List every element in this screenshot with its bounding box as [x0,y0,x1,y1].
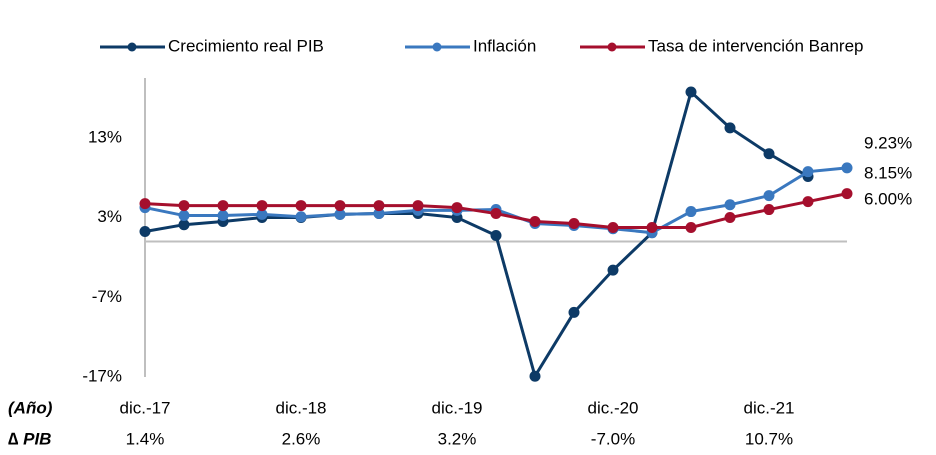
data-point [724,122,736,134]
data-point [451,202,463,214]
x-tick-label: dic.-17 [119,398,170,417]
legend-label: Tasa de intervención Banrep [648,36,863,55]
row-title: (Año) [8,398,53,417]
data-point [529,370,541,382]
series-line [144,166,848,235]
series-line [144,89,809,380]
legend-label: Crecimiento real PIB [168,36,324,55]
pib-label: -7.0% [591,429,635,448]
data-point [178,210,190,222]
y-tick-label: -7% [92,287,122,306]
data-point [139,198,151,210]
data-point [490,229,502,241]
pib-label: 3.2% [438,429,477,448]
data-point [373,208,385,220]
data-point [412,200,424,212]
data-point [295,211,307,223]
data-point [607,222,619,233]
y-tick-label: 13% [88,127,122,146]
data-point [685,206,697,218]
end-label: 9.23% [864,133,912,152]
data-point [334,200,346,212]
pib-label: 10.7% [745,429,793,448]
data-point [178,200,190,212]
end-label: 6.00% [864,189,912,208]
y-tick-label: -17% [82,366,122,385]
data-point [763,148,775,160]
data-point [646,222,658,233]
legend-dot [607,42,617,52]
data-point [529,216,541,228]
data-point [295,200,307,212]
data-point [568,218,580,230]
data-point [724,212,736,224]
data-point [841,188,853,200]
data-point [256,200,268,212]
legend-dot [127,42,137,52]
data-point [568,306,580,318]
pib-label: 1.4% [126,429,165,448]
pib-row-title: ∆ PIB [8,429,51,448]
data-point [802,166,814,178]
data-point [724,199,736,211]
data-point [178,219,190,231]
data-point [490,208,502,220]
data-point [334,208,346,220]
data-point [763,204,775,216]
data-point [217,210,229,222]
data-point [802,196,814,208]
y-tick-label: 3% [97,207,122,226]
legend-label: Inflación [473,36,536,55]
data-point [685,222,697,233]
x-tick-label: dic.-20 [587,398,638,417]
data-point [139,225,151,237]
data-point [685,86,697,98]
data-point [763,190,775,202]
data-point [373,200,385,212]
x-tick-label: dic.-21 [743,398,794,417]
data-point [841,162,853,174]
data-point [217,200,229,212]
data-point [607,264,619,276]
end-label: 8.15% [864,163,912,182]
x-tick-label: dic.-19 [431,398,482,417]
x-tick-label: dic.-18 [275,398,326,417]
data-point [256,208,268,220]
pib-label: 2.6% [282,429,321,448]
legend-dot [432,42,442,52]
